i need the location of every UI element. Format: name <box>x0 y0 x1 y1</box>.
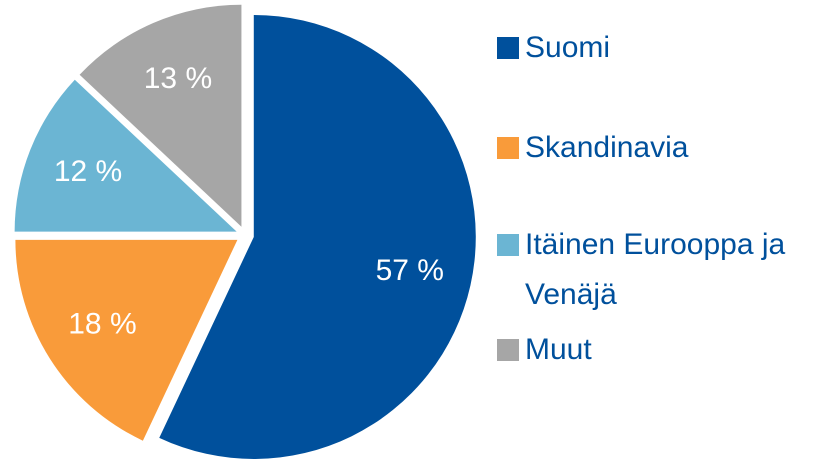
legend-swatch <box>497 339 519 361</box>
slice-label: 57 % <box>376 254 444 287</box>
legend-swatch <box>497 137 519 159</box>
legend-label: Skandinavia <box>525 131 689 164</box>
legend-item: Suomi <box>497 23 807 73</box>
legend-label: Itäinen Eurooppa ja Venäjä <box>525 228 786 311</box>
legend-label: Suomi <box>525 31 611 64</box>
legend-swatch <box>497 234 519 256</box>
legend-item: Muut <box>497 325 807 375</box>
legend-item: Itäinen Eurooppa ja Venäjä <box>497 220 807 320</box>
pie-slice <box>159 14 476 459</box>
legend-label: Muut <box>525 333 592 366</box>
slice-label: 13 % <box>144 62 212 95</box>
legend-swatch <box>497 37 519 59</box>
slice-label: 18 % <box>68 307 136 340</box>
pie-slice <box>79 4 242 227</box>
legend-item: Skandinavia <box>497 123 807 173</box>
pie-slice <box>15 239 238 441</box>
pie-slice <box>14 79 237 232</box>
slice-label: 12 % <box>54 155 122 188</box>
